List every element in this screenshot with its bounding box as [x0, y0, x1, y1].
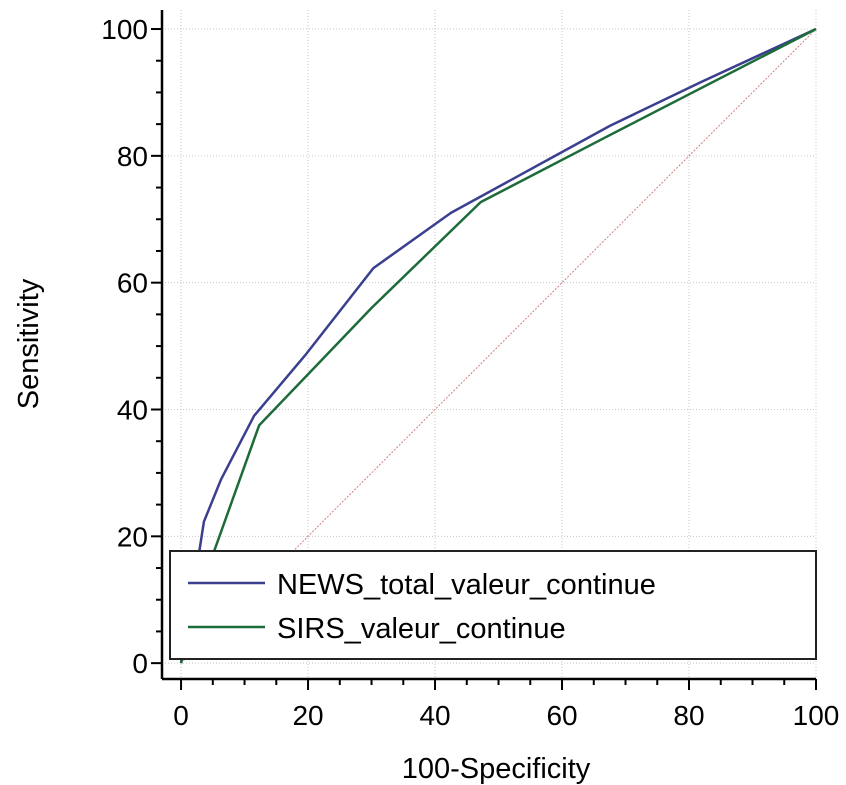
axes — [151, 10, 817, 690]
x-tick-label: 80 — [673, 700, 704, 731]
y-tick-label: 0 — [132, 648, 148, 679]
y-tick-label: 20 — [117, 521, 148, 552]
legend-label-news: NEWS_total_valeur_continue — [277, 569, 656, 601]
y-axis-title: Sensitivity — [13, 278, 45, 409]
x-tick-label: 100 — [793, 700, 840, 731]
y-tick-label: 60 — [117, 268, 148, 299]
legend-label-sirs: SIRS_valeur_continue — [277, 613, 566, 645]
y-tick-label: 80 — [117, 141, 148, 172]
x-tick-label: 0 — [173, 700, 189, 731]
tick-labels: 0 20 40 60 80 100 0 20 40 60 80 100 — [101, 14, 839, 731]
x-tick-label: 60 — [546, 700, 577, 731]
y-tick-label: 40 — [117, 394, 148, 425]
x-tick-label: 40 — [419, 700, 450, 731]
reference-diagonal — [180, 28, 817, 664]
legend: NEWS_total_valeur_continue SIRS_valeur_c… — [169, 550, 817, 660]
grid-lines — [162, 10, 817, 679]
legend-box — [169, 550, 817, 660]
series-line-0 — [179, 27, 817, 664]
x-tick-label: 20 — [292, 700, 323, 731]
reference-line — [180, 28, 817, 664]
y-tick-label: 100 — [101, 14, 148, 45]
x-axis-title: 100-Specificity — [402, 753, 591, 785]
